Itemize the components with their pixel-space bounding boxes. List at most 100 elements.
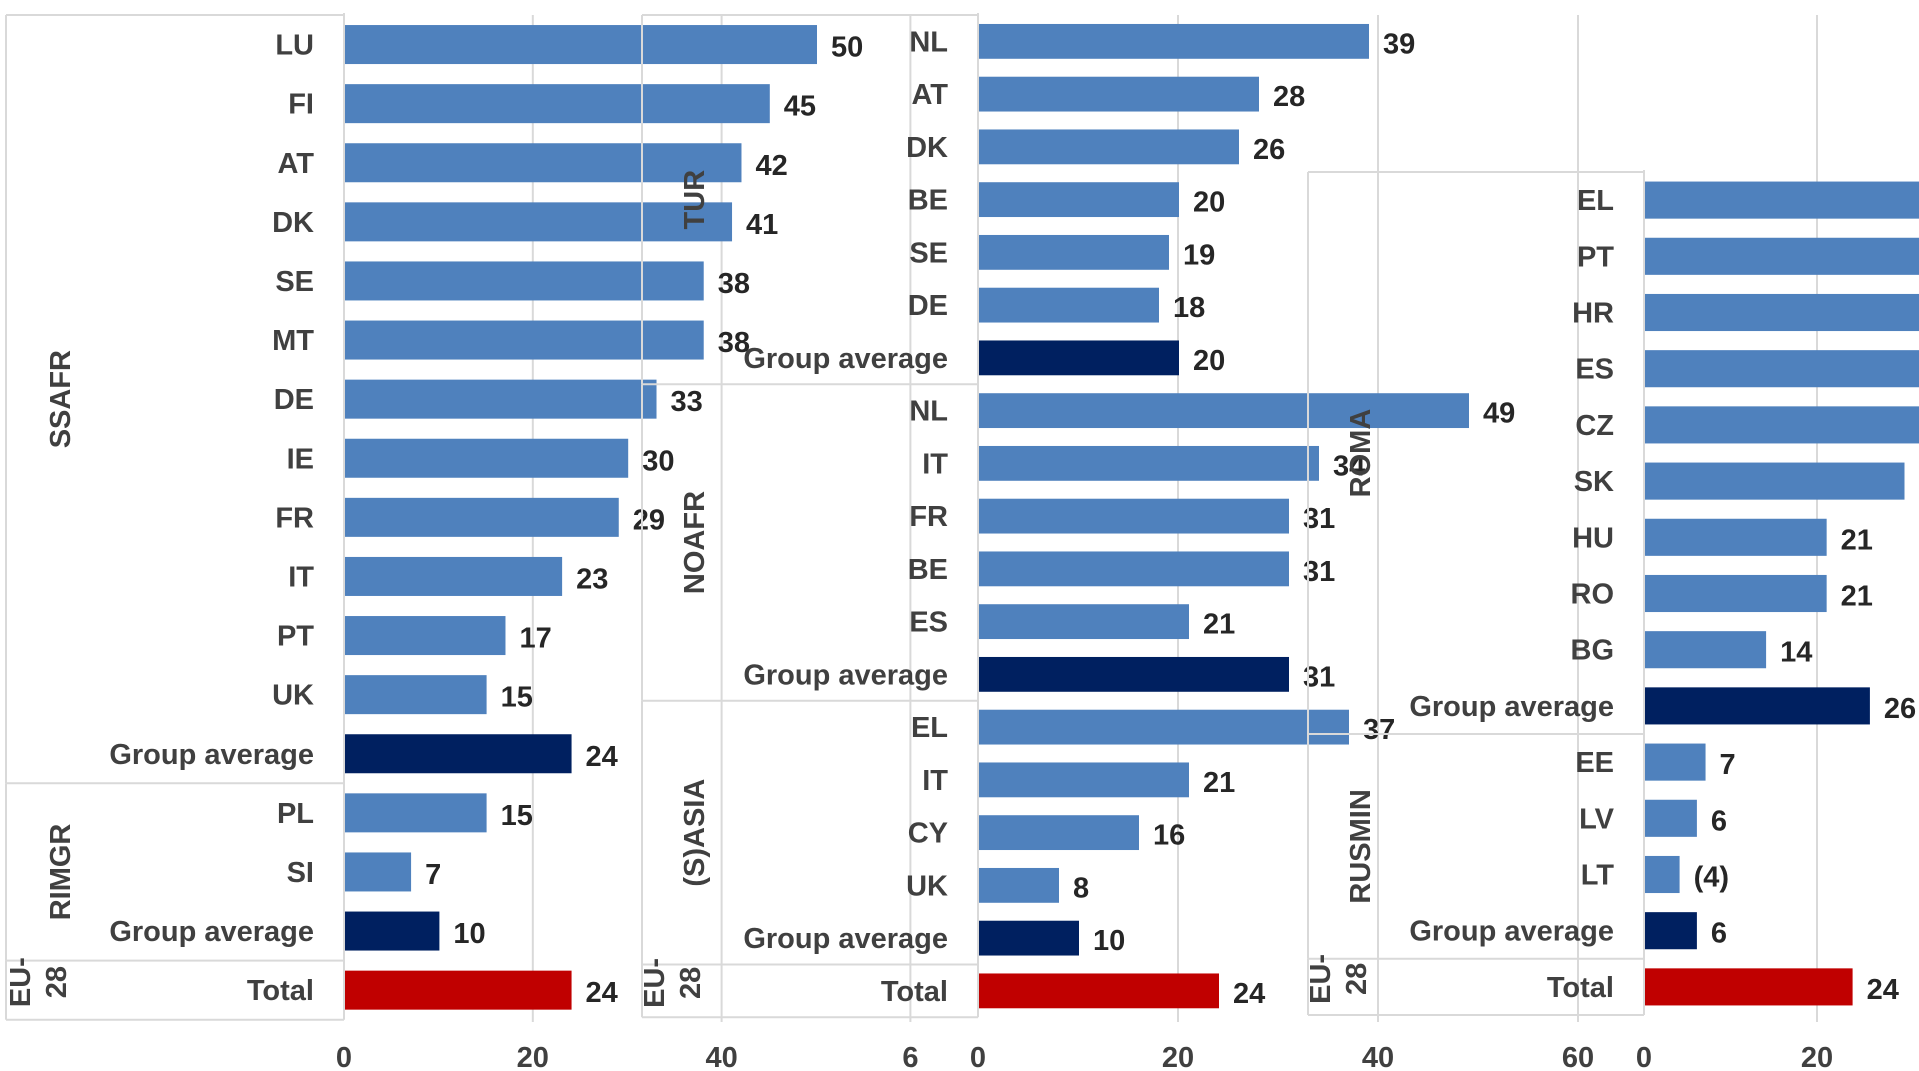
bar-group_average <box>345 911 440 951</box>
bar-country <box>979 393 1469 429</box>
category-label: HR <box>1572 298 1614 330</box>
data-label: 34 <box>1333 450 1365 482</box>
category-label: LT <box>1581 860 1615 892</box>
category-label: LU <box>275 30 314 62</box>
data-label: 39 <box>1383 28 1415 60</box>
group-label: RUSMIN <box>1345 789 1377 903</box>
group-label: SSAFR <box>45 350 77 448</box>
bar-country <box>979 498 1289 534</box>
data-label: 21 <box>1203 609 1235 641</box>
category-label: DK <box>906 132 948 164</box>
group-label: NOAFR <box>679 491 711 594</box>
chart-panel-3: 0204060ROMAEL48PT47HR37ES35CZ32SK30HU21R… <box>1305 15 1919 1071</box>
bar-country <box>979 287 1159 323</box>
data-label: 28 <box>1273 81 1305 113</box>
bar-country <box>1645 855 1680 894</box>
category-label: Group average <box>109 916 314 948</box>
data-label: 10 <box>453 918 485 950</box>
bar-country <box>345 320 704 360</box>
category-label: NL <box>909 396 948 428</box>
category-label: BE <box>908 554 948 586</box>
bar-country <box>979 182 1179 218</box>
bar-country <box>1645 406 1919 444</box>
category-label: ES <box>1575 354 1614 386</box>
category-label: PT <box>1577 241 1614 273</box>
bar-country <box>979 709 1349 745</box>
data-label: 7 <box>425 859 441 891</box>
bar-country <box>345 852 412 892</box>
bar-country <box>345 143 742 183</box>
category-label: RO <box>1571 579 1615 611</box>
group-label: ROMA <box>1345 409 1377 498</box>
data-label: 15 <box>501 800 533 832</box>
bar-country <box>345 261 704 301</box>
data-label: 26 <box>1884 693 1916 725</box>
group-label-line: EU- <box>5 957 37 1007</box>
x-tick-label: 20 <box>517 1042 549 1071</box>
category-label: FR <box>909 501 948 533</box>
category-label: EL <box>911 712 948 744</box>
data-label: 30 <box>642 445 674 477</box>
bar-country <box>1645 631 1767 669</box>
group-label-line: 28 <box>41 966 73 998</box>
category-label: Total <box>881 976 948 1008</box>
bar-country <box>345 556 563 596</box>
data-label: 21 <box>1203 767 1235 799</box>
group-label-line: 28 <box>675 967 707 999</box>
category-label: BE <box>908 185 948 217</box>
category-label: Group average <box>1409 691 1614 723</box>
group-label: EU- 28 <box>639 958 707 1008</box>
category-label: DK <box>272 207 314 239</box>
data-label: 49 <box>1483 398 1515 430</box>
x-tick-label: 0 <box>970 1042 986 1071</box>
bar-country <box>345 497 619 537</box>
data-label: 33 <box>671 386 703 418</box>
bar-country <box>345 25 817 65</box>
x-tick-label: 20 <box>1162 1042 1194 1071</box>
category-label: EL <box>1577 185 1614 217</box>
category-label: ES <box>909 607 948 639</box>
category-label: UK <box>272 680 314 712</box>
data-label: 23 <box>576 563 608 595</box>
group-label: TUR <box>679 170 711 230</box>
category-label: AT <box>277 148 314 180</box>
bar-country <box>979 604 1189 640</box>
bar-country <box>1645 799 1697 837</box>
group-label-line: EU- <box>1305 954 1337 1004</box>
data-label: 21 <box>1841 524 1873 556</box>
category-label: HU <box>1572 522 1614 554</box>
bar-country <box>345 379 657 419</box>
bar-country <box>1645 293 1919 332</box>
group-label: (S)ASIA <box>679 779 711 887</box>
category-label: Group average <box>1409 916 1614 948</box>
data-label: 24 <box>1233 978 1265 1010</box>
data-label: 29 <box>633 504 665 536</box>
group-label-line: 28 <box>1341 963 1373 995</box>
data-label: 15 <box>501 682 533 714</box>
category-label: SI <box>287 857 314 889</box>
category-label: NL <box>909 26 948 58</box>
category-label: Group average <box>743 659 948 691</box>
data-label: 37 <box>1363 714 1395 746</box>
bar-country <box>979 234 1169 270</box>
bar-country <box>979 815 1139 851</box>
category-label: UK <box>906 870 948 902</box>
bar-country <box>1645 743 1706 781</box>
bar-group_average <box>1645 687 1870 725</box>
bar-country <box>979 76 1259 112</box>
category-label: IT <box>922 765 948 797</box>
group-label: EU- 28 <box>5 957 73 1007</box>
data-label: 8 <box>1073 872 1089 904</box>
data-label: 24 <box>586 977 618 1009</box>
data-label: 7 <box>1720 749 1736 781</box>
bar-total <box>979 973 1219 1009</box>
group-label: EU- 28 <box>1305 954 1373 1004</box>
data-label: (4) <box>1694 862 1729 894</box>
category-label: IE <box>287 443 314 475</box>
category-label: FR <box>275 502 314 534</box>
bar-country <box>1645 462 1905 500</box>
category-label: DE <box>274 384 314 416</box>
category-label: Total <box>1547 972 1614 1004</box>
x-tick-label: 0 <box>336 1042 352 1071</box>
category-label: SE <box>275 266 314 298</box>
